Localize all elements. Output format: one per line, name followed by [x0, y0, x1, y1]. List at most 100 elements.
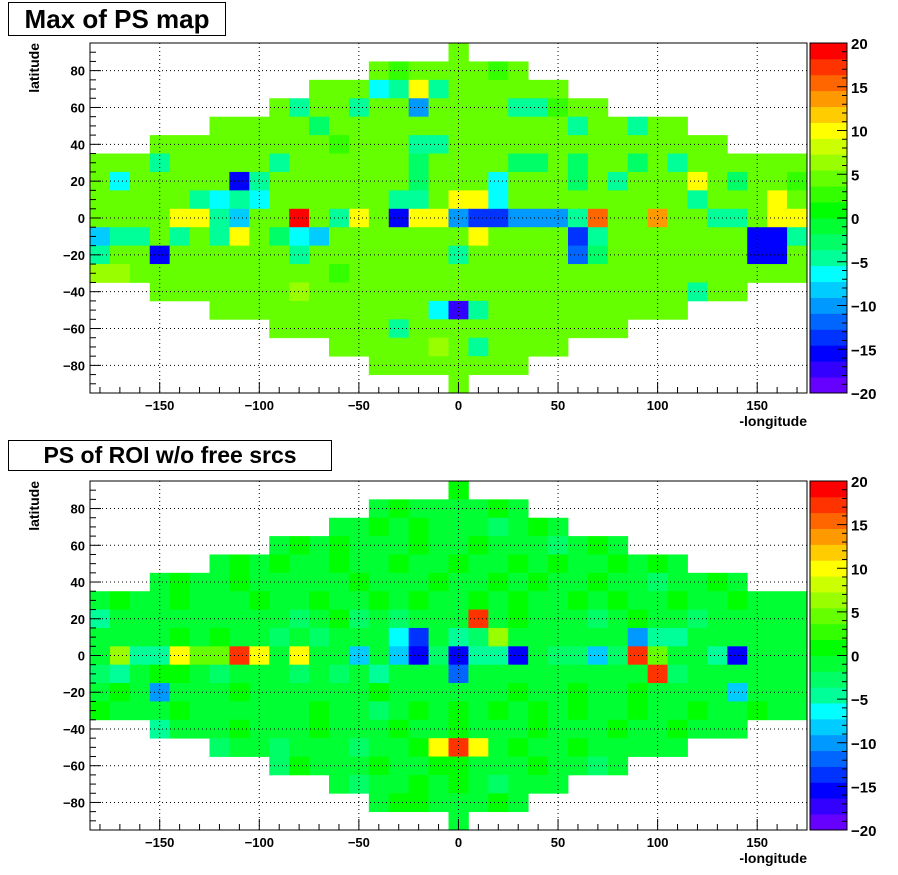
heatmap-cell: [568, 227, 589, 247]
heatmap-cell: [707, 135, 728, 154]
heatmap-cell: [109, 683, 131, 702]
heatmap-cell: [528, 738, 549, 757]
heatmap-cell: [647, 646, 668, 666]
heatmap-cell: [368, 79, 390, 99]
heatmap-cell: [548, 227, 569, 247]
color-scale-segment: [810, 528, 847, 545]
heatmap-cell: [408, 79, 429, 99]
heatmap-cell: [189, 135, 210, 154]
heatmap-cell: [368, 190, 390, 210]
x-tick-label: 50: [551, 835, 565, 850]
heatmap-cell: [109, 609, 131, 629]
heatmap-cell: [667, 719, 688, 739]
heatmap-cell: [388, 701, 410, 721]
heatmap-cell: [787, 609, 808, 629]
color-scale-label: −15: [851, 342, 876, 359]
heatmap-cell: [687, 264, 708, 283]
heatmap-cell: [587, 227, 609, 247]
heatmap-cell: [109, 153, 131, 173]
heatmap-cell: [289, 591, 310, 610]
color-scale-label: 0: [851, 649, 859, 666]
heatmap-cell: [289, 319, 310, 339]
heatmap-cell: [707, 627, 728, 647]
heatmap-cell: [368, 517, 390, 537]
x-tick-label: −100: [245, 398, 274, 413]
heatmap-cell: [747, 646, 768, 666]
color-scale-segment: [810, 58, 847, 76]
heatmap-cell: [269, 756, 290, 776]
heatmap-cell: [607, 627, 629, 647]
heatmap-cell: [249, 135, 270, 154]
heatmap-cell: [289, 282, 310, 302]
color-scale-label: 5: [851, 605, 859, 622]
heatmap-cell: [209, 264, 230, 283]
heatmap-cell: [647, 572, 668, 592]
heatmap-cell: [329, 264, 350, 283]
heatmap-cell: [329, 171, 350, 191]
heatmap-cell: [767, 208, 788, 228]
heatmap-cell: [348, 646, 370, 666]
heatmap-cell: [627, 554, 649, 574]
heatmap-cell: [408, 738, 429, 757]
heatmap-cell: [747, 264, 768, 283]
color-scale-segment: [810, 249, 847, 267]
y-tick-label: −20: [63, 685, 85, 700]
heatmap-cell: [568, 701, 589, 721]
heatmap-cell: [249, 646, 270, 666]
heatmap-cell: [109, 664, 131, 684]
heatmap-cell: [508, 554, 529, 574]
x-tick-label: 50: [551, 398, 565, 413]
heatmap-cell: [289, 264, 310, 283]
heatmap-cell: [348, 116, 370, 136]
heatmap-cell: [747, 227, 768, 247]
heatmap-cell: [667, 171, 688, 191]
heatmap-cell: [587, 554, 609, 574]
heatmap-cell: [787, 208, 808, 228]
heatmap-cell: [289, 756, 310, 776]
heatmap-cell: [329, 664, 350, 684]
heatmap-cell: [368, 337, 390, 357]
color-scale-label: −10: [851, 299, 876, 316]
heatmap-cell: [109, 171, 131, 191]
heatmap-cell: [607, 208, 629, 228]
heatmap-cell: [348, 738, 370, 757]
heatmap-cell: [249, 300, 270, 320]
heatmap-cell: [249, 264, 270, 283]
heatmap-cell: [289, 135, 310, 154]
heatmap-cell: [229, 664, 250, 684]
heatmap-cell: [329, 190, 350, 210]
heatmap-cell: [289, 245, 310, 265]
color-scale-segment: [810, 154, 847, 171]
heatmap-cell: [169, 171, 190, 191]
heatmap-cell: [329, 646, 350, 666]
heatmap-cell: [508, 664, 529, 684]
heatmap-cell: [229, 627, 250, 647]
heatmap-cell: [329, 153, 350, 173]
heatmap-cell: [388, 116, 410, 136]
heatmap-cell: [488, 701, 509, 721]
heatmap-cell: [348, 591, 370, 610]
heatmap-cell: [149, 646, 171, 666]
y-tick-label: 20: [71, 612, 85, 627]
heatmap-cell: [548, 517, 569, 537]
heatmap-cell: [209, 572, 230, 592]
heatmap-cell: [568, 738, 589, 757]
heatmap-cell: [329, 756, 350, 776]
heatmap-cell: [587, 627, 609, 647]
y-tick-label: −20: [63, 248, 85, 263]
heatmap-cell: [189, 282, 210, 302]
heatmap-cell: [468, 554, 489, 574]
heatmap-cell: [90, 701, 111, 721]
heatmap-cell: [787, 664, 808, 684]
heatmap-cell: [189, 683, 210, 702]
bottom-chart-panel: −150 −100 −50 0 50 100 150 −80 −60 −40 −20 0 20 40 60 8…: [0, 437, 898, 875]
heatmap-cell: [329, 227, 350, 247]
heatmap-cell: [647, 135, 668, 154]
heatmap-cell: [229, 153, 250, 173]
heatmap-cell: [787, 683, 808, 702]
heatmap-cell: [508, 738, 529, 757]
color-scale-segment: [810, 639, 847, 656]
heatmap-cell: [309, 554, 330, 574]
heatmap-cell: [348, 683, 370, 702]
heatmap-cell: [109, 264, 131, 283]
